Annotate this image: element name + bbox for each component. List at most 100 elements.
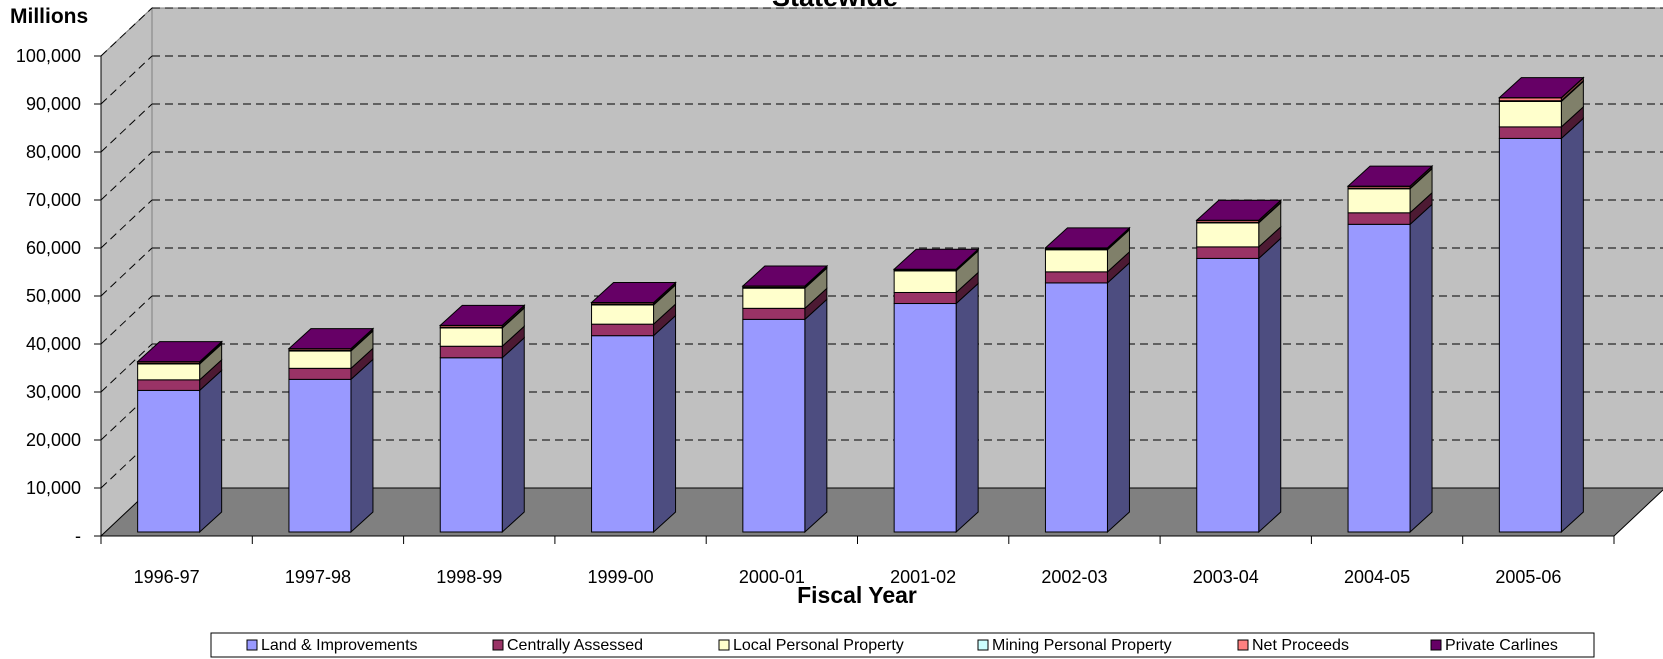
bar-top-2003-04 bbox=[1195, 199, 1283, 221]
gridline-side bbox=[100, 247, 153, 297]
bar-side-1998-99-0 bbox=[501, 336, 525, 534]
bar-segment-2005-06-1 bbox=[1498, 126, 1562, 139]
x-tick-label: 1999-00 bbox=[588, 567, 654, 587]
legend-box bbox=[210, 632, 1595, 658]
y-tick-label: 40,000 bbox=[26, 334, 81, 354]
gridline-side bbox=[100, 55, 153, 105]
bar-side-1996-97-0 bbox=[199, 369, 223, 534]
x-tick-label: 2005-06 bbox=[1495, 567, 1561, 587]
y-tick-label: 80,000 bbox=[26, 142, 81, 162]
bar-segment-1999-00-0 bbox=[591, 335, 655, 533]
units-label: Millions bbox=[10, 5, 88, 28]
bar-segment-1997-98-0 bbox=[288, 378, 352, 533]
bar-side-2005-06-0 bbox=[1560, 117, 1584, 534]
bar-side-2001-02-0 bbox=[955, 282, 979, 534]
bar-segment-2004-05-0 bbox=[1347, 223, 1411, 533]
y-tick-label: 100,000 bbox=[16, 46, 81, 66]
bar-side-2002-03-0 bbox=[1106, 261, 1130, 534]
bar-segment-1997-98-1 bbox=[288, 367, 352, 380]
bar-segment-1996-97-2 bbox=[137, 363, 201, 381]
legend-label: Centrally Assessed bbox=[507, 637, 643, 654]
bar-top-1998-99 bbox=[438, 304, 526, 326]
legend-swatch bbox=[246, 639, 258, 651]
bar-segment-2005-06-2 bbox=[1498, 100, 1562, 128]
bars-group bbox=[136, 76, 1585, 534]
bar-segment-1998-99-2 bbox=[439, 327, 503, 347]
bar-top-1999-00 bbox=[590, 282, 677, 304]
y-tick-label: 10,000 bbox=[26, 478, 81, 498]
legend-label: Local Personal Property bbox=[733, 637, 904, 654]
x-tick-label: 2002-03 bbox=[1041, 567, 1107, 587]
bar-segment-1997-98-2 bbox=[288, 350, 352, 369]
x-tick-label: 2004-05 bbox=[1344, 567, 1410, 587]
bar-segment-2002-03-0 bbox=[1044, 282, 1108, 533]
x-axis-title: Fiscal Year bbox=[797, 582, 917, 608]
bar-top-1997-98 bbox=[287, 328, 375, 350]
legend-swatch bbox=[1430, 639, 1442, 651]
y-tick-label: - bbox=[75, 526, 81, 546]
x-tick-label: 2000-01 bbox=[739, 567, 805, 587]
x-tick-label: 2003-04 bbox=[1193, 567, 1259, 587]
bar-side-1997-98-0 bbox=[350, 358, 374, 534]
gridline-side bbox=[100, 343, 153, 393]
legend: Land & Improvements Centrally Assessed Loc… bbox=[210, 632, 1595, 658]
bar-side-1999-00-0 bbox=[653, 314, 677, 534]
x-tick-label: 2001-02 bbox=[890, 567, 956, 587]
bar-top-2004-05 bbox=[1346, 165, 1434, 187]
bar-top-1996-97 bbox=[136, 341, 223, 363]
gridline-side bbox=[100, 151, 153, 201]
bar-segment-2003-04-2 bbox=[1196, 222, 1260, 248]
bar-segment-2001-02-0 bbox=[893, 303, 957, 533]
bar-segment-2003-04-1 bbox=[1196, 246, 1260, 259]
legend-label: Land & Improvements bbox=[261, 637, 418, 654]
gridline-side bbox=[100, 103, 153, 153]
legend-label: Mining Personal Property bbox=[992, 637, 1172, 654]
bar-top-2000-01 bbox=[741, 265, 829, 287]
y-tick-label: 30,000 bbox=[26, 382, 81, 402]
bar-top-2005-06 bbox=[1498, 77, 1585, 99]
bar-segment-2004-05-1 bbox=[1347, 212, 1411, 225]
bar-segment-2002-03-1 bbox=[1044, 271, 1108, 284]
bar-segment-2001-02-1 bbox=[893, 291, 957, 305]
bar-segment-1998-99-0 bbox=[439, 357, 503, 533]
bar-segment-2000-01-2 bbox=[742, 287, 806, 309]
x-tick-label: 1998-99 bbox=[436, 567, 502, 587]
bar-side-2004-05-0 bbox=[1409, 203, 1433, 534]
legend-swatch bbox=[718, 639, 730, 651]
gridline-side bbox=[100, 199, 153, 249]
bar-segment-1999-00-1 bbox=[591, 323, 655, 337]
chart-title: Statewide bbox=[772, 0, 898, 12]
axes-group: 1996-97 1997-98 1998-99 1999-00 2000-01 2001-… bbox=[16, 46, 1615, 587]
gridline-side bbox=[100, 295, 153, 345]
y-tick-label: 60,000 bbox=[26, 238, 81, 258]
bar-top-2002-03 bbox=[1044, 227, 1131, 249]
y-tick-label: 90,000 bbox=[26, 94, 81, 114]
y-tick-label: 50,000 bbox=[26, 286, 81, 306]
bar-segment-2004-05-2 bbox=[1347, 188, 1411, 214]
legend-label: Private Carlines bbox=[1445, 637, 1558, 654]
bar-segment-2002-03-2 bbox=[1044, 249, 1108, 273]
bar-side-2003-04-0 bbox=[1258, 237, 1282, 534]
bar-side-2000-01-0 bbox=[804, 298, 828, 534]
bar-top-2001-02 bbox=[892, 248, 980, 270]
bar-segment-2003-04-0 bbox=[1196, 257, 1260, 533]
y-tick-label: 20,000 bbox=[26, 430, 81, 450]
x-tick-label: 1996-97 bbox=[134, 567, 200, 587]
legend-label: Net Proceeds bbox=[1252, 637, 1349, 654]
bar-segment-1999-00-2 bbox=[591, 304, 655, 325]
bar-segment-1996-97-1 bbox=[137, 379, 201, 391]
gridline-side bbox=[100, 7, 153, 57]
bar-segment-2005-06-0 bbox=[1498, 137, 1562, 533]
bar-segment-1996-97-0 bbox=[137, 389, 201, 533]
bar-segment-1998-99-1 bbox=[439, 345, 503, 359]
legend-swatch bbox=[492, 639, 504, 651]
bar-segment-2000-01-0 bbox=[742, 318, 806, 533]
bar-segment-2001-02-2 bbox=[893, 270, 957, 293]
bar-segment-2000-01-1 bbox=[742, 307, 806, 320]
legend-swatch bbox=[1237, 639, 1249, 651]
x-tick-label: 1997-98 bbox=[285, 567, 351, 587]
y-tick-label: 70,000 bbox=[26, 190, 81, 210]
legend-swatch bbox=[977, 639, 989, 651]
